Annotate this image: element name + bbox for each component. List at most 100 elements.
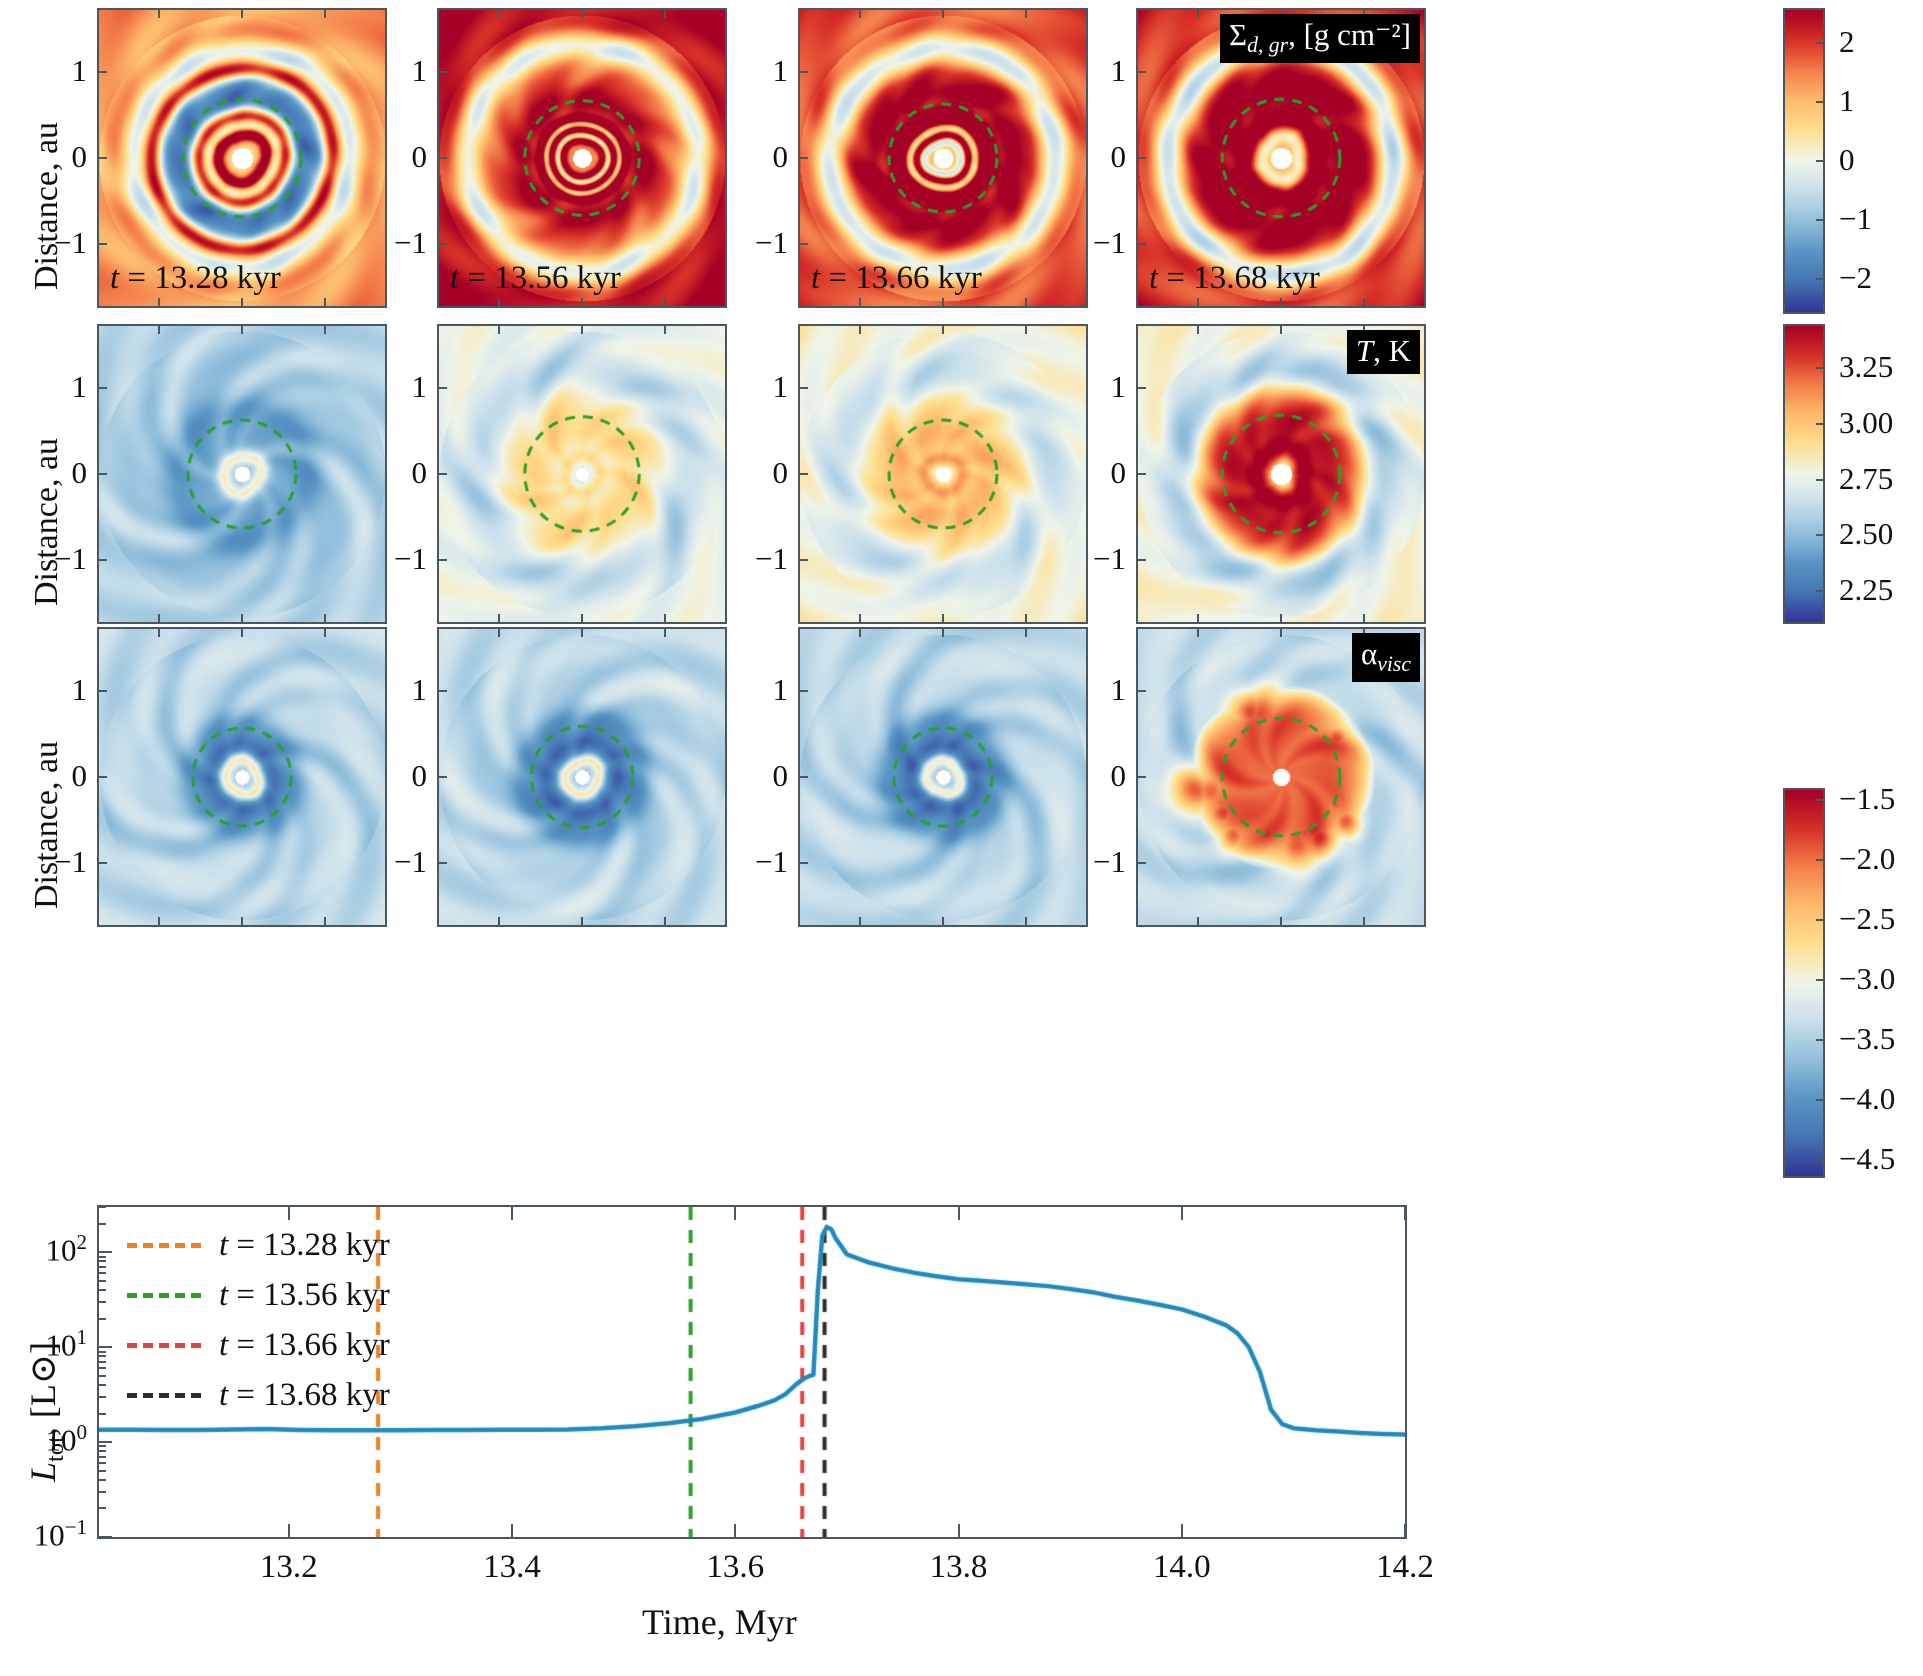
map-xtickmark-top-0-1-0 bbox=[663, 8, 666, 18]
map-ytickmark-2-2-2 bbox=[798, 861, 808, 864]
map-xtickmark-1-3-1 bbox=[1280, 614, 1282, 624]
map-ytickmark-0-3-2 bbox=[1136, 242, 1146, 245]
sigma-dust-colorbar-tickmark-2 bbox=[1816, 160, 1825, 162]
lightcurve-yminortick bbox=[99, 1206, 106, 1208]
map-canvas-alpha-t3 bbox=[800, 629, 1086, 925]
map-ytick-0-0-2: −1 bbox=[54, 224, 87, 260]
map-ytick-0-1-2: −1 bbox=[394, 224, 427, 260]
snapshot-time-label-3: t = 13.68 kyr bbox=[1149, 260, 1320, 296]
map-ytickmark-2-2-1 bbox=[798, 776, 808, 778]
lightcurve-yminortick bbox=[99, 1507, 106, 1510]
alpha-visc-colorbar-tickmark-1 bbox=[1816, 859, 1825, 861]
lightcurve-yminortick bbox=[99, 1383, 106, 1386]
map-xtickmark-2-0-0 bbox=[323, 917, 326, 927]
temperature-colorbar bbox=[1783, 324, 1825, 624]
map-xtickmark-0-3-1 bbox=[1280, 298, 1282, 308]
map-xtickmark-top-1-3-1 bbox=[1280, 324, 1282, 334]
map-xtickmark-2-1-0 bbox=[663, 917, 666, 927]
snapshot-time-label-1: t = 13.56 kyr bbox=[450, 260, 621, 296]
snapshot-time-label-2: t = 13.66 kyr bbox=[811, 260, 982, 296]
map-ytickmark-0-0-0 bbox=[97, 71, 107, 74]
map-ytickmark-1-2-2 bbox=[798, 558, 808, 561]
lightcurve-y-axis-label: Ltot, [L⊙] bbox=[22, 1342, 70, 1482]
map-xtickmark-top-2-3-2 bbox=[1197, 627, 1200, 637]
temperature-colorbar-ticklabel-1: 3.00 bbox=[1839, 405, 1894, 440]
lightcurve-yminortick bbox=[99, 1355, 106, 1358]
lightcurve-legend-dash-1 bbox=[127, 1293, 201, 1298]
map-xtickmark-top-0-2-2 bbox=[859, 8, 862, 18]
map-ytickmark-0-2-1 bbox=[798, 157, 808, 159]
map-ytickmark-2-1-2 bbox=[437, 861, 447, 864]
map-xtickmark-top-1-2-0 bbox=[1024, 324, 1027, 334]
map-xtickmark-top-1-2-2 bbox=[859, 324, 862, 334]
lightcurve-legend-label-2: t = 13.66 kyr bbox=[219, 1327, 390, 1363]
map-xtickmark-0-1-2 bbox=[498, 298, 501, 308]
map-ytickmark-2-2-0 bbox=[798, 690, 808, 693]
map-ytickmark-2-0-0 bbox=[97, 690, 107, 693]
temperature-colorbar-ticklabel-4: 2.25 bbox=[1839, 571, 1894, 607]
map-panel-alpha-t2 bbox=[437, 627, 727, 927]
map-xtickmark-0-2-1 bbox=[942, 298, 944, 308]
lightcurve-y-label-sub: tot bbox=[42, 1436, 70, 1462]
lightcurve-xticklabel-0: 13.2 bbox=[259, 1549, 318, 1585]
alpha-visc-colorbar-tickmark-3 bbox=[1816, 979, 1825, 981]
map-xtickmark-top-0-3-1 bbox=[1280, 8, 1282, 18]
map-ytick-1-2-2: −1 bbox=[755, 540, 788, 576]
map-ytickmark-2-1-0 bbox=[437, 690, 447, 693]
map-ytick-0-3-0: 1 bbox=[1110, 53, 1127, 89]
lightcurve-xtickmark-4-top bbox=[1180, 1207, 1183, 1220]
map-xtickmark-1-0-2 bbox=[158, 614, 161, 624]
lightcurve-xtickmark-5-bottom bbox=[1404, 1524, 1406, 1537]
map-ytick-1-2-0: 1 bbox=[772, 369, 789, 405]
map-panel-temp-t2 bbox=[437, 324, 727, 624]
map-xtickmark-top-2-0-1 bbox=[241, 627, 243, 637]
temperature-colorbar-ticklabel-2: 2.75 bbox=[1839, 460, 1894, 496]
map-xtickmark-top-1-1-1 bbox=[581, 324, 583, 334]
sigma-dust-colorbar-ticklabel-3: −1 bbox=[1839, 200, 1872, 236]
map-ytickmark-0-2-2 bbox=[798, 242, 808, 245]
map-ytickmark-1-3-0 bbox=[1136, 387, 1146, 390]
lightcurve-xtickmark-1-bottom bbox=[511, 1524, 513, 1537]
alpha-visc-colorbar-ticklabel-5: −4.0 bbox=[1839, 1081, 1896, 1116]
lightcurve-legend-item-1: t = 13.56 kyr bbox=[127, 1277, 390, 1314]
map-ytick-0-1-0: 1 bbox=[411, 53, 428, 89]
map-xtickmark-1-1-2 bbox=[498, 614, 501, 624]
map-ytick-1-0-2: −1 bbox=[54, 540, 87, 576]
lightcurve-x-axis-label: Time, Myr bbox=[642, 1602, 797, 1642]
map-xtickmark-0-1-1 bbox=[581, 298, 583, 308]
sigma-dust-colorbar-tickmark-4 bbox=[1816, 277, 1825, 280]
map-xtickmark-top-2-2-2 bbox=[859, 627, 862, 637]
map-canvas-alpha-t1 bbox=[99, 629, 385, 925]
map-ytickmark-2-3-2 bbox=[1136, 861, 1146, 864]
map-xtickmark-top-1-0-1 bbox=[241, 324, 243, 334]
map-ytick-0-2-0: 1 bbox=[772, 53, 789, 89]
map-ytick-2-1-0: 1 bbox=[411, 672, 428, 708]
lightcurve-yminortick bbox=[99, 1289, 106, 1292]
map-xtickmark-0-0-2 bbox=[158, 298, 161, 308]
lightcurve-xticklabel-1: 13.4 bbox=[483, 1549, 541, 1585]
sigma-dust-colorbar-ticklabel-0: 2 bbox=[1839, 24, 1855, 60]
map-ytickmark-1-3-2 bbox=[1136, 558, 1146, 561]
temperature-colorbar-canvas bbox=[1785, 326, 1823, 622]
map-xtickmark-top-1-1-0 bbox=[663, 324, 666, 334]
lightcurve-y-label-main: L bbox=[23, 1461, 63, 1482]
map-ytickmark-0-2-0 bbox=[798, 71, 808, 74]
map-ytick-0-3-1: 0 bbox=[1110, 139, 1127, 174]
map-ytickmark-1-0-1 bbox=[97, 473, 107, 475]
map-xtickmark-0-2-0 bbox=[1024, 298, 1027, 308]
map-xtickmark-2-0-1 bbox=[241, 917, 243, 927]
map-ytickmark-2-0-2 bbox=[97, 861, 107, 864]
lightcurve-yminortick bbox=[99, 1265, 106, 1268]
alpha-visc-colorbar-tickmark-2 bbox=[1816, 919, 1825, 921]
lightcurve-yminortick bbox=[99, 1455, 106, 1458]
map-xtickmark-top-1-2-1 bbox=[942, 324, 944, 334]
lightcurve-yminortick bbox=[99, 1260, 106, 1263]
temperature-colorbar-ticklabel-3: 2.50 bbox=[1839, 516, 1894, 552]
alpha-visc-colorbar-ticklabel-2: −2.5 bbox=[1839, 901, 1896, 936]
lightcurve-yminortick bbox=[99, 1469, 106, 1472]
lightcurve-xtickmark-0-bottom bbox=[287, 1524, 290, 1537]
map-xtickmark-0-0-0 bbox=[323, 298, 326, 308]
lightcurve-xtickmark-4-bottom bbox=[1180, 1524, 1183, 1537]
map-ytickmark-2-3-1 bbox=[1136, 776, 1146, 778]
map-panel-temp-t1 bbox=[97, 324, 387, 624]
